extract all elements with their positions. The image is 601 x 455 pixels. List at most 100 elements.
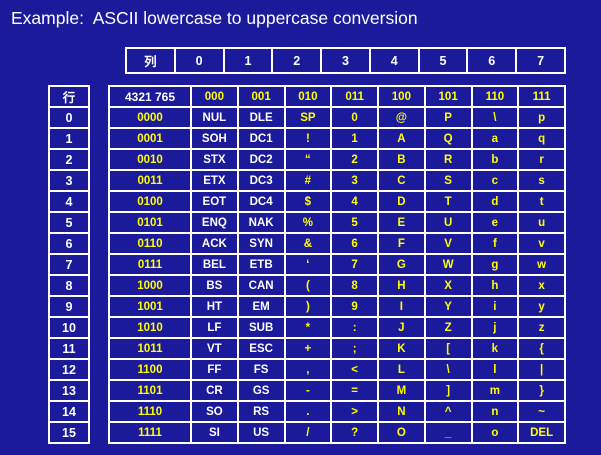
char-cell: N bbox=[377, 400, 426, 423]
high-bits-1: 001 bbox=[236, 85, 286, 108]
char-cell: b bbox=[470, 148, 520, 171]
char-cell: 7 bbox=[330, 253, 379, 276]
row-index-row: 2 bbox=[48, 148, 90, 171]
low-bits-6: 0110 bbox=[108, 232, 192, 255]
char-cell: ! bbox=[283, 127, 333, 150]
char-cell: SYN bbox=[236, 232, 286, 255]
char-cell: 5 bbox=[330, 211, 379, 234]
char-cell: I bbox=[377, 295, 426, 318]
char-cell: l bbox=[470, 358, 520, 381]
low-bits-11: 1011 bbox=[108, 337, 192, 360]
char-cell: Y bbox=[423, 295, 473, 318]
row-index-10: 10 bbox=[48, 316, 90, 339]
row-index-row: 0 bbox=[48, 106, 90, 129]
char-cell: # bbox=[283, 169, 333, 192]
char-cell: & bbox=[283, 232, 333, 255]
char-cell: = bbox=[330, 379, 379, 402]
row-index-7: 7 bbox=[48, 253, 90, 276]
row-index-row: 6 bbox=[48, 232, 90, 255]
char-cell: NUL bbox=[190, 106, 239, 129]
row-index-row: 10 bbox=[48, 316, 90, 339]
char-cell: SOH bbox=[190, 127, 239, 150]
high-bits-header-row: 4321 765 000 001 010 011 100 101 110 111 bbox=[108, 85, 566, 108]
row-index-13: 13 bbox=[48, 379, 90, 402]
table-row: 1111 SI US /? O _ o DEL bbox=[108, 421, 566, 444]
char-cell: [ bbox=[423, 337, 473, 360]
char-cell: k bbox=[470, 337, 520, 360]
table-row: 1011 VT ESC +; K[k{ bbox=[108, 337, 566, 360]
char-cell: BS bbox=[190, 274, 239, 297]
char-cell: STX bbox=[190, 148, 239, 171]
low-bits-1: 0001 bbox=[108, 127, 192, 150]
char-cell: ^ bbox=[423, 400, 473, 423]
row-index-9: 9 bbox=[48, 295, 90, 318]
char-cell: B bbox=[377, 148, 426, 171]
char-cell: / bbox=[283, 421, 333, 444]
char-cell: CR bbox=[190, 379, 239, 402]
char-cell: u bbox=[517, 211, 566, 234]
char-cell: < bbox=[330, 358, 379, 381]
row-index-15: 15 bbox=[48, 421, 90, 444]
char-cell: Q bbox=[423, 127, 473, 150]
char-cell: VT bbox=[190, 337, 239, 360]
low-bits-10: 1010 bbox=[108, 316, 192, 339]
char-cell: K bbox=[377, 337, 426, 360]
high-bits-7: 111 bbox=[517, 85, 566, 108]
char-cell: ETB bbox=[236, 253, 286, 276]
char-cell: H bbox=[377, 274, 426, 297]
char-cell: 2 bbox=[330, 148, 379, 171]
char-cell: 3 bbox=[330, 169, 379, 192]
char-cell: J bbox=[377, 316, 426, 339]
high-bits-3: 011 bbox=[330, 85, 379, 108]
row-index-row: 9 bbox=[48, 295, 90, 318]
column-index-5: 5 bbox=[417, 47, 469, 74]
char-cell: X bbox=[423, 274, 473, 297]
char-cell: HT bbox=[190, 295, 239, 318]
char-cell: d bbox=[470, 190, 520, 213]
column-index-2: 2 bbox=[271, 47, 323, 74]
char-cell: A bbox=[377, 127, 426, 150]
char-cell: f bbox=[470, 232, 520, 255]
row-index-11: 11 bbox=[48, 337, 90, 360]
low-bits-12: 1100 bbox=[108, 358, 192, 381]
row-index-row: 13 bbox=[48, 379, 90, 402]
char-cell: ‘ bbox=[283, 253, 333, 276]
char-cell: 4 bbox=[330, 190, 379, 213]
char-cell: : bbox=[330, 316, 379, 339]
char-cell: | bbox=[517, 358, 566, 381]
char-cell: a bbox=[470, 127, 520, 150]
char-cell: m bbox=[470, 379, 520, 402]
row-index-row: 8 bbox=[48, 274, 90, 297]
char-cell: C bbox=[377, 169, 426, 192]
char-cell: r bbox=[517, 148, 566, 171]
char-cell: DC1 bbox=[236, 127, 286, 150]
char-cell: + bbox=[283, 337, 333, 360]
table-row: 1110 SO RS. > N ^ n ~ bbox=[108, 400, 566, 423]
char-cell: w bbox=[517, 253, 566, 276]
low-bits-9: 1001 bbox=[108, 295, 192, 318]
char-cell: , bbox=[283, 358, 333, 381]
table-row: 0000 NUL DLE SP 0 @ P \ p bbox=[108, 106, 566, 129]
char-cell: \ bbox=[470, 106, 520, 129]
char-cell: US bbox=[236, 421, 286, 444]
row-index-3: 3 bbox=[48, 169, 90, 192]
char-cell: DLE bbox=[236, 106, 286, 129]
row-label: 行 bbox=[48, 85, 90, 108]
row-index-row: 14 bbox=[48, 400, 90, 423]
row-index-row: 15 bbox=[48, 421, 90, 444]
char-cell: S bbox=[423, 169, 473, 192]
char-cell: 9 bbox=[330, 295, 379, 318]
char-cell: SO bbox=[190, 400, 239, 423]
char-cell: c bbox=[470, 169, 520, 192]
char-cell: DEL bbox=[517, 421, 566, 444]
char-cell: ) bbox=[283, 295, 333, 318]
row-index-8: 8 bbox=[48, 274, 90, 297]
char-cell: W bbox=[423, 253, 473, 276]
column-index-0: 0 bbox=[173, 47, 225, 74]
high-bits-6: 110 bbox=[470, 85, 520, 108]
